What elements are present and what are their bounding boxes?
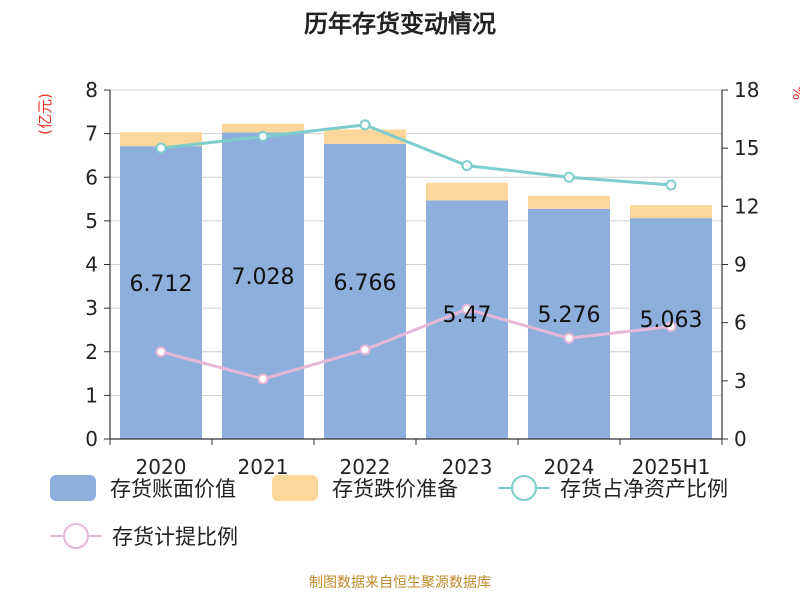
point-inventory-to-net-assets (563, 171, 575, 183)
legend-label: 存货占净资产比例 (560, 477, 728, 501)
legend-label: 存货计提比例 (112, 525, 238, 549)
bar-inventory-impairment (528, 195, 610, 209)
left-tick-label: 1 (85, 383, 98, 407)
data-label: 5.276 (538, 303, 601, 328)
point-provision-ratio (563, 332, 575, 344)
right-tick-label: 0 (734, 427, 747, 451)
data-labels: 6.712 7.028 6.766 5.47 5.276 5.063 (130, 265, 703, 333)
x-tick-label: 2022 (340, 455, 391, 479)
point-provision-ratio (359, 344, 371, 356)
right-tick-label: 12 (734, 194, 759, 218)
left-tick-label: 4 (85, 253, 98, 277)
right-tick-label: 6 (734, 311, 747, 335)
bar-inventory-impairment (426, 182, 508, 201)
left-tick-label: 3 (85, 296, 98, 320)
bar-inventory-book-value (324, 143, 406, 439)
legend-label: 存货跌价准备 (332, 477, 458, 501)
bar-inventory-book-value (528, 208, 610, 439)
data-label: 5.063 (640, 308, 703, 333)
legend-swatch (50, 475, 96, 501)
bar-inventory-book-value (120, 146, 202, 439)
legend-swatch (272, 475, 318, 501)
bar-inventory-impairment (222, 123, 304, 133)
bar-inventory-impairment (120, 132, 202, 147)
line-series (155, 119, 677, 385)
gridlines (110, 89, 722, 396)
point-inventory-to-net-assets (257, 131, 269, 143)
right-axis-unit: % (789, 86, 800, 100)
left-tick-label: 7 (85, 122, 98, 146)
point-provision-ratio (665, 321, 677, 333)
bar-series (120, 123, 712, 439)
x-tick-label: 2025H1 (632, 455, 711, 479)
line-provision-ratio (160, 307, 672, 381)
point-provision-ratio (257, 373, 269, 385)
data-label: 5.47 (443, 303, 492, 328)
point-inventory-to-net-assets (665, 179, 677, 191)
bar-inventory-impairment (630, 205, 712, 219)
legend-label: 存货账面价值 (110, 477, 236, 501)
source-note: 制图数据来自恒生聚源数据库 (309, 575, 491, 591)
right-tick-label: 3 (734, 369, 747, 393)
point-inventory-to-net-assets (461, 160, 473, 172)
left-tick-label: 2 (85, 340, 98, 364)
x-tick-label: 2023 (442, 455, 493, 479)
data-label: 6.766 (334, 271, 397, 296)
left-tick-label: 6 (85, 165, 98, 189)
data-label: 7.028 (232, 265, 295, 290)
bar-inventory-book-value (222, 132, 304, 439)
legend-marker (63, 523, 89, 549)
left-tick-label: 8 (85, 78, 98, 102)
point-provision-ratio (155, 346, 167, 358)
right-tick-label: 18 (734, 78, 759, 102)
right-tick-label: 9 (734, 253, 747, 277)
data-label: 6.712 (130, 272, 193, 297)
left-axis-unit: (亿元) (36, 93, 54, 135)
point-inventory-to-net-assets (359, 119, 371, 131)
right-tick-label: 15 (734, 136, 759, 160)
x-tick-label: 2020 (136, 455, 187, 479)
chart-title: 历年存货变动情况 (304, 10, 496, 38)
x-tick-label: 2024 (544, 455, 595, 479)
legend-marker (511, 475, 537, 501)
left-tick-label: 0 (85, 427, 98, 451)
point-inventory-to-net-assets (155, 142, 167, 154)
left-tick-label: 5 (85, 209, 98, 233)
point-provision-ratio (461, 303, 473, 315)
line-inventory-to-net-assets (160, 123, 672, 187)
